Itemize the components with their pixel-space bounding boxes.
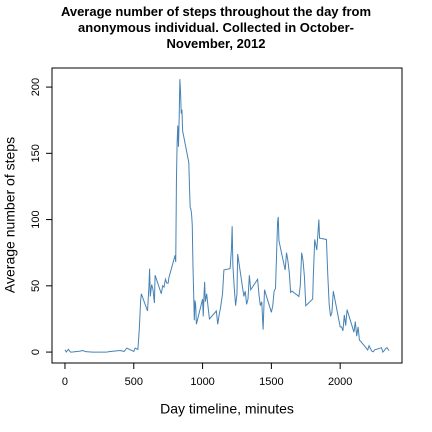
- y-tick-label: 150: [30, 144, 42, 162]
- x-tick-label: 1000: [190, 376, 214, 388]
- plot-box: [51, 67, 403, 364]
- y-tick-label: 50: [30, 280, 42, 292]
- x-tick-label: 1500: [259, 376, 283, 388]
- x-tick-label: 0: [62, 376, 68, 388]
- y-axis-label: Average number of steps: [2, 137, 18, 293]
- chart-title: Average number of steps throughout the d…: [60, 4, 372, 51]
- x-tick-label: 2000: [328, 376, 352, 388]
- y-tick-label: 0: [30, 349, 42, 355]
- x-tick-label: 500: [125, 376, 143, 388]
- y-tick-label: 100: [30, 210, 42, 228]
- x-axis-label: Day timeline, minutes: [160, 401, 294, 417]
- data-line: [64, 79, 390, 353]
- y-tick-label: 200: [30, 78, 42, 96]
